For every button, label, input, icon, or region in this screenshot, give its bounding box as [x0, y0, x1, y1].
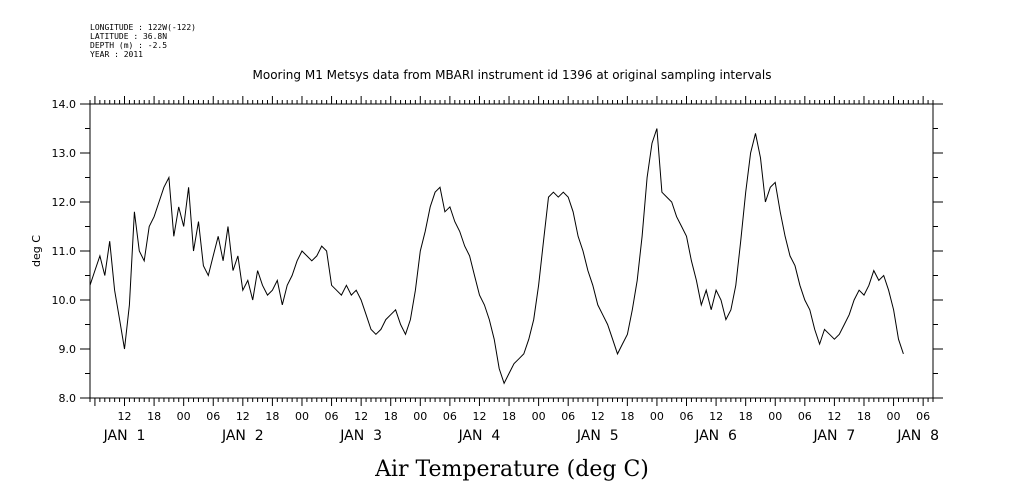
y-tick-label: 9.0 [59, 343, 77, 356]
x-tick-label: 18 [739, 410, 753, 423]
x-tick-label: 00 [650, 410, 664, 423]
x-tick-label: 06 [798, 410, 812, 423]
x-tick-label: 00 [177, 410, 191, 423]
x-tick-label: 06 [680, 410, 694, 423]
x-axis-label: Air Temperature (deg C) [374, 457, 649, 482]
x-axis: 12 18 00 06 12 18 00 06 12 18 00 06 12 18 00 06 12 18 00 06… [89, 96, 939, 444]
x-tick-label: 18 [147, 410, 161, 423]
x-tick-label: 06 [325, 410, 339, 423]
y-tick-label: 8.0 [59, 392, 77, 405]
x-tick-label: 12 [709, 410, 723, 423]
series-layer [89, 128, 904, 385]
series-line-0 [89, 128, 904, 385]
y-axis: 8.0 9.0 10.0 11.0 12.0 13.0 14.0 [52, 98, 943, 405]
x-tick-label: 12 [236, 410, 250, 423]
y-tick-label: 13.0 [52, 147, 77, 160]
x-day-label: JAN 5 [576, 428, 619, 444]
x-tick-label: 12 [118, 410, 132, 423]
x-tick-label: 12 [591, 410, 605, 423]
x-day-label: JAN 3 [339, 428, 382, 444]
x-tick-label: 18 [502, 410, 516, 423]
x-day-label: JAN 6 [694, 428, 737, 444]
x-tick-label: 12 [827, 410, 841, 423]
x-tick-label: 18 [620, 410, 634, 423]
x-day-label: JAN 4 [458, 428, 501, 444]
meta-latitude: LATITUDE : 36.8N [90, 32, 167, 41]
x-tick-label: 06 [206, 410, 220, 423]
x-tick-label: 06 [561, 410, 575, 423]
x-tick-label: 18 [265, 410, 279, 423]
chart-title: Mooring M1 Metsys data from MBARI instru… [253, 68, 772, 82]
meta-depth: DEPTH (m) : -2.5 [90, 41, 167, 50]
meta-year: YEAR : 2011 [90, 50, 143, 59]
x-tick-label: 00 [887, 410, 901, 423]
x-tick-label: 06 [443, 410, 457, 423]
y-axis-label: deg C [30, 235, 43, 267]
meta-block: LONGITUDE : 122W(-122) LATITUDE : 36.8N … [90, 23, 196, 59]
y-tick-label: 11.0 [52, 245, 77, 258]
x-day-label: JAN 7 [813, 428, 856, 444]
plot-frame [89, 103, 934, 399]
x-tick-label: 18 [857, 410, 871, 423]
x-day-label: JAN 8 [896, 428, 939, 444]
x-tick-label: 06 [916, 410, 930, 423]
y-tick-label: 12.0 [52, 196, 77, 209]
meta-longitude: LONGITUDE : 122W(-122) [90, 23, 196, 32]
x-tick-label: 12 [354, 410, 368, 423]
y-tick-label: 10.0 [52, 294, 77, 307]
x-day-label: JAN 2 [221, 428, 264, 444]
y-tick-label: 14.0 [52, 98, 77, 111]
x-tick-label: 00 [532, 410, 546, 423]
x-tick-label: 00 [413, 410, 427, 423]
x-day-label: JAN 1 [103, 428, 146, 444]
x-tick-label: 00 [295, 410, 309, 423]
x-tick-label: 12 [472, 410, 486, 423]
x-tick-label: 18 [384, 410, 398, 423]
x-tick-label: 00 [768, 410, 782, 423]
